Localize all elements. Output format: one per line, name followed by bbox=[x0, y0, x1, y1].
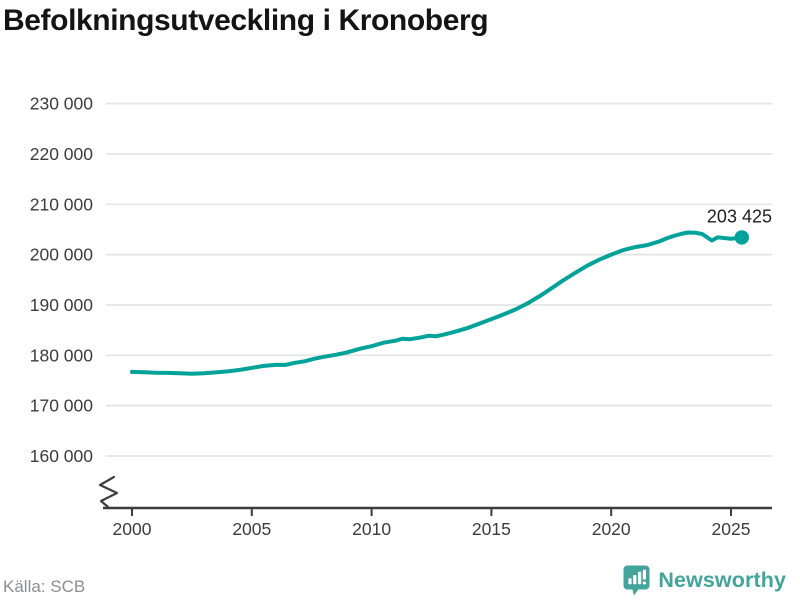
y-tick-label: 160 000 bbox=[30, 446, 94, 466]
source-label: Källa: SCB bbox=[3, 577, 86, 596]
last-point-marker bbox=[734, 230, 749, 245]
newsworthy-logo: Newsworthy bbox=[623, 565, 786, 596]
last-value-label: 203 425 bbox=[707, 206, 772, 226]
axis-break-icon bbox=[98, 475, 119, 509]
y-tick-label: 190 000 bbox=[30, 295, 94, 315]
y-tick-label: 210 000 bbox=[30, 194, 94, 214]
brand-name: Newsworthy bbox=[658, 568, 786, 592]
y-tick-label: 180 000 bbox=[30, 345, 94, 365]
y-tick-label: 170 000 bbox=[30, 396, 94, 416]
x-tick-label: 2005 bbox=[232, 519, 271, 539]
x-tick-label: 2020 bbox=[592, 519, 631, 539]
population-line bbox=[130, 230, 744, 376]
x-tick-label: 2015 bbox=[472, 519, 511, 539]
x-tick-label: 2000 bbox=[113, 519, 152, 539]
x-tick-label: 2025 bbox=[712, 519, 751, 539]
y-tick-label: 200 000 bbox=[30, 245, 94, 265]
y-tick-label: 220 000 bbox=[30, 144, 94, 164]
y-tick-label: 230 000 bbox=[30, 94, 94, 114]
x-tick-label: 2010 bbox=[352, 519, 391, 539]
newsworthy-icon bbox=[623, 565, 650, 596]
chart-title: Befolkningsutveckling i Kronoberg bbox=[3, 4, 489, 37]
